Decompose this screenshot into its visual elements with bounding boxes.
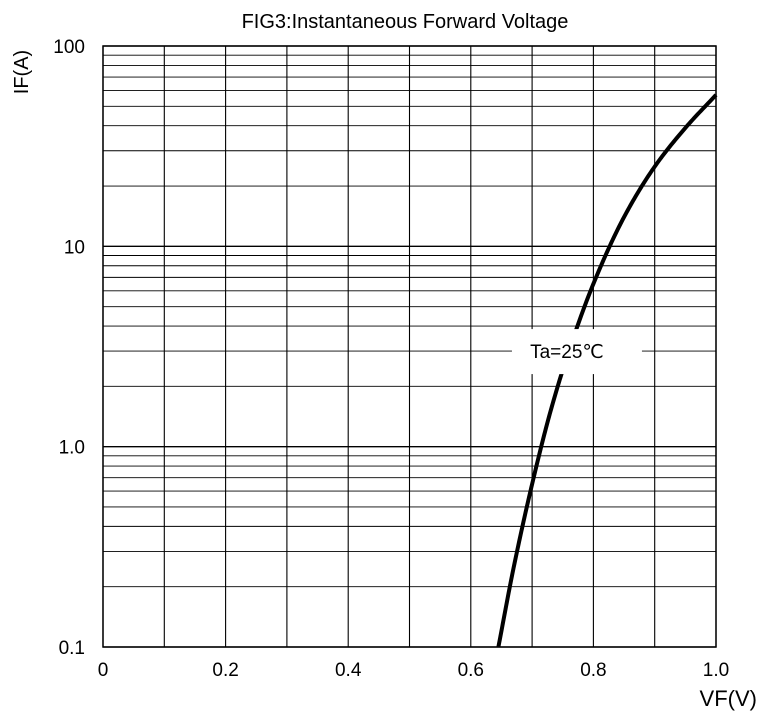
annotation-layer: Ta=25℃ bbox=[511, 329, 642, 375]
annotation-box bbox=[511, 329, 642, 375]
y-tick-label: 1.0 bbox=[59, 438, 85, 459]
curve-layer bbox=[496, 93, 718, 648]
series-line bbox=[496, 93, 718, 648]
x-tick-label: 0.8 bbox=[580, 660, 606, 681]
chart-title: FIG3:Instantaneous Forward Voltage bbox=[242, 11, 569, 33]
y-axis-label: IF(A) bbox=[11, 50, 33, 94]
major-grid bbox=[102, 45, 717, 648]
y-tick-label: 0.1 bbox=[59, 638, 85, 659]
y-tick-label: 100 bbox=[53, 37, 85, 58]
x-tick-label: 0.6 bbox=[458, 660, 484, 681]
x-tick-label: 1.0 bbox=[703, 660, 729, 681]
annotation-label: Ta=25℃ bbox=[530, 342, 604, 363]
y-tick-label: 10 bbox=[64, 237, 85, 258]
x-tick-label: 0.4 bbox=[335, 660, 362, 681]
x-tick-label: 0.2 bbox=[212, 660, 238, 681]
x-axis-label: VF(V) bbox=[700, 686, 757, 711]
tick-labels: 0 0.2 0.4 0.6 0.8 1.0 0.1 1.0 10 100 bbox=[53, 37, 729, 681]
plot-frame bbox=[102, 45, 717, 648]
x-tick-label: 0 bbox=[98, 660, 109, 681]
